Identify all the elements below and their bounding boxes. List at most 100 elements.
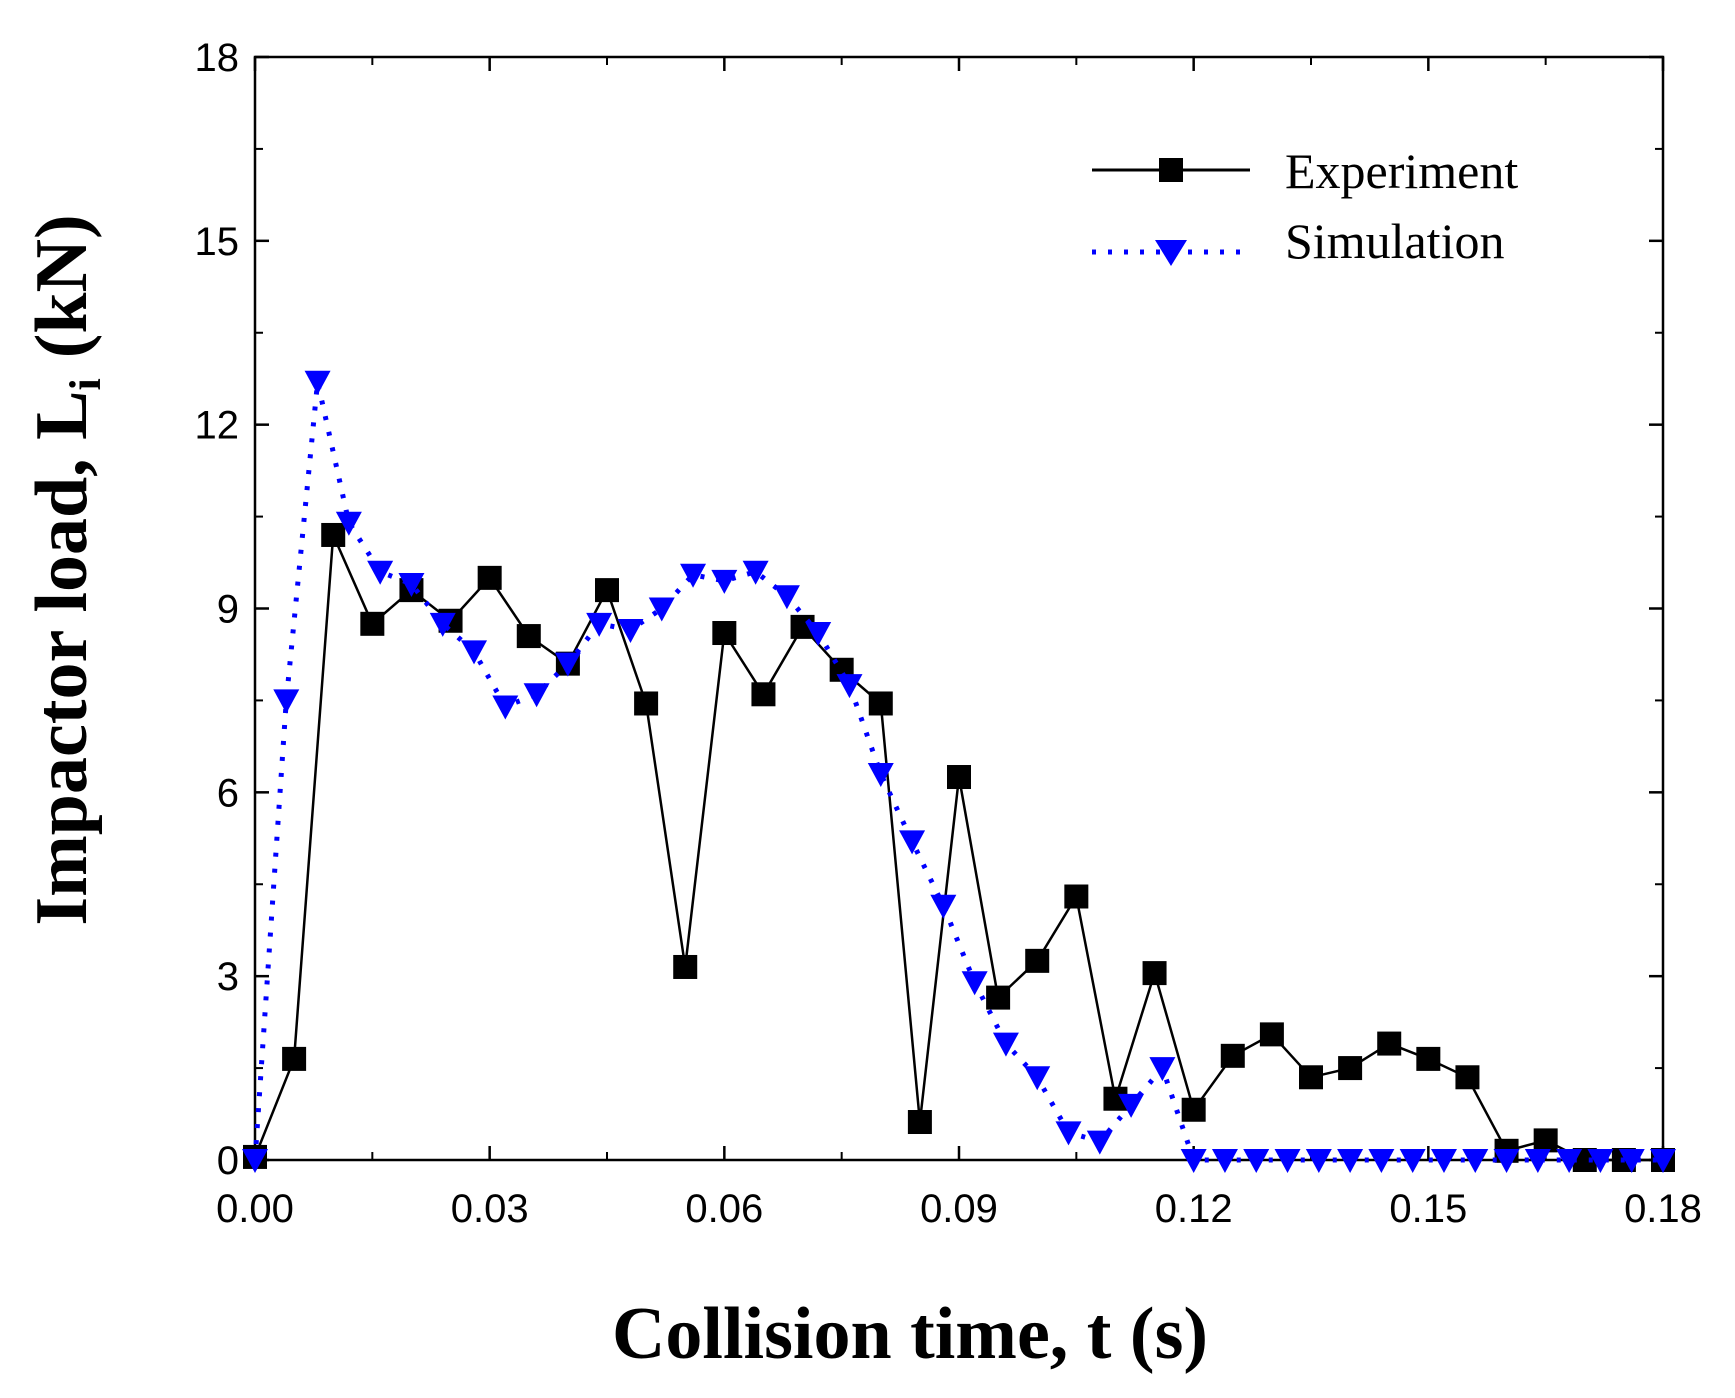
data-point-simulation — [930, 894, 957, 919]
legend-item-experiment: Experiment — [1092, 143, 1518, 199]
x-tick-label: 0.12 — [1155, 1187, 1233, 1231]
data-point-experiment — [1142, 961, 1167, 986]
data-point-experiment — [477, 565, 502, 590]
x-axis-title: Collision time, t (s) — [612, 1293, 1208, 1375]
data-point-simulation — [1180, 1149, 1207, 1173]
data-point-experiment — [1533, 1128, 1558, 1153]
data-point-simulation — [867, 762, 894, 787]
data-point-simulation — [429, 612, 456, 637]
data-point-simulation — [586, 612, 613, 637]
data-point-experiment — [282, 1046, 307, 1071]
x-ticks: 0.00 0.03 0.06 0.09 0.12 0.15 0.18 — [216, 57, 1702, 1231]
data-point-experiment — [986, 985, 1011, 1010]
data-point-simulation — [680, 563, 707, 588]
data-point-simulation — [1274, 1149, 1301, 1173]
data-point-simulation — [273, 689, 300, 714]
data-point-simulation — [1430, 1149, 1457, 1173]
y-tick-label: 12 — [195, 404, 240, 448]
data-point-simulation — [1024, 1066, 1051, 1091]
data-point-simulation — [992, 1032, 1019, 1057]
data-point-experiment — [868, 691, 893, 716]
data-point-experiment — [1377, 1031, 1402, 1056]
data-point-experiment — [1299, 1065, 1323, 1090]
data-point-simulation — [899, 830, 926, 855]
data-point-simulation — [711, 569, 738, 594]
y-tick-label: 6 — [217, 771, 239, 815]
series-layer — [242, 370, 1676, 1173]
legend-item-simulation: Simulation — [1092, 213, 1504, 269]
data-point-experiment — [673, 954, 698, 979]
data-point-experiment — [321, 522, 346, 547]
y-axis-title-unit: (kN) — [21, 214, 103, 358]
data-point-simulation — [1524, 1149, 1551, 1173]
x-tick-label: 0.15 — [1389, 1187, 1467, 1231]
data-point-simulation — [836, 674, 863, 699]
data-point-experiment — [1338, 1056, 1363, 1081]
data-point-experiment — [1064, 884, 1089, 909]
data-point-simulation — [1337, 1149, 1364, 1173]
data-point-simulation — [1305, 1149, 1332, 1173]
y-tick-label: 9 — [217, 588, 239, 632]
y-axis-title-main: Impactor load, L — [21, 390, 103, 925]
data-point-simulation — [1243, 1149, 1270, 1173]
data-point-experiment — [947, 765, 971, 790]
data-point-experiment — [1220, 1043, 1245, 1068]
data-point-experiment — [634, 691, 659, 716]
data-point-simulation — [1086, 1130, 1113, 1155]
data-point-simulation — [961, 971, 988, 996]
data-point-simulation — [773, 585, 800, 610]
data-point-experiment — [516, 624, 541, 649]
data-point-simulation — [1618, 1149, 1645, 1173]
data-point-experiment — [1259, 1022, 1284, 1047]
y-tick-label: 3 — [217, 955, 239, 999]
data-point-simulation — [398, 572, 425, 597]
data-point-simulation — [492, 695, 519, 720]
legend-marker-simulation — [1155, 240, 1187, 266]
legend-label-simulation: Simulation — [1285, 213, 1504, 269]
data-point-experiment — [751, 682, 776, 707]
data-point-experiment — [1455, 1065, 1480, 1090]
y-ticks: 0 3 6 9 12 15 18 — [195, 36, 1663, 1183]
data-point-simulation — [742, 560, 769, 585]
legend-label-experiment: Experiment — [1285, 143, 1518, 199]
legend: Experiment Simulation — [1092, 143, 1518, 269]
data-point-experiment — [907, 1110, 932, 1135]
x-tick-label: 0.18 — [1624, 1187, 1702, 1231]
data-point-experiment — [1181, 1097, 1206, 1122]
data-point-experiment — [712, 621, 737, 646]
data-point-experiment — [1416, 1046, 1441, 1071]
data-point-simulation — [1462, 1149, 1489, 1173]
y-tick-label: 15 — [195, 220, 240, 264]
y-tick-label: 0 — [217, 1139, 239, 1183]
y-tick-label: 18 — [195, 36, 240, 80]
data-point-simulation — [1556, 1149, 1583, 1173]
data-point-simulation — [1399, 1149, 1426, 1173]
data-point-simulation — [523, 683, 550, 708]
data-point-simulation — [805, 622, 832, 647]
data-point-experiment — [360, 611, 385, 636]
data-point-simulation — [1211, 1149, 1238, 1173]
data-point-simulation — [1149, 1057, 1176, 1082]
data-point-simulation — [1650, 1149, 1676, 1173]
data-point-simulation — [242, 1149, 268, 1173]
y-axis-title: Impactor load, Li (kN) — [21, 214, 110, 925]
data-point-simulation — [461, 640, 488, 665]
data-point-simulation — [1493, 1149, 1520, 1173]
data-point-simulation — [617, 618, 644, 643]
x-tick-label: 0.06 — [685, 1187, 763, 1231]
data-point-experiment — [1025, 948, 1050, 973]
x-tick-label: 0.00 — [216, 1187, 294, 1231]
data-point-simulation — [367, 560, 394, 585]
data-point-simulation — [648, 597, 675, 622]
data-point-simulation — [304, 370, 331, 395]
data-point-simulation — [1368, 1149, 1395, 1173]
x-tick-label: 0.09 — [920, 1187, 998, 1231]
x-tick-label: 0.03 — [451, 1187, 529, 1231]
data-point-simulation — [335, 511, 362, 536]
data-point-simulation — [1118, 1093, 1145, 1118]
data-point-simulation — [1587, 1149, 1614, 1173]
data-point-simulation — [554, 652, 581, 677]
data-point-simulation — [1055, 1121, 1082, 1146]
